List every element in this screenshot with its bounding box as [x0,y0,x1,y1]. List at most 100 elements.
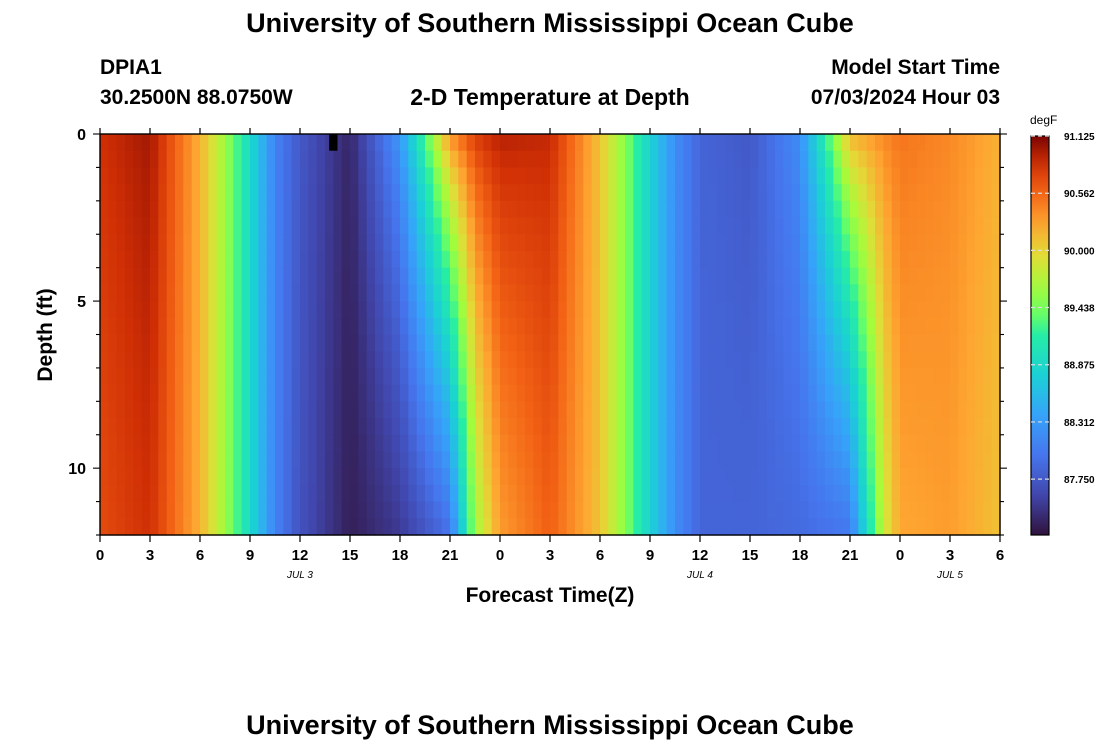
heat-cell [366,334,376,352]
heat-cell [825,317,834,336]
heat-cell [283,434,293,453]
heat-cell [116,234,126,252]
heat-cell [433,484,443,503]
heat-cell [708,301,718,319]
heat-cell [825,518,834,536]
heat-cell [916,284,926,302]
heat-cell [891,301,901,319]
heat-cell [833,418,843,436]
heat-cell [933,267,943,285]
heat-cell [541,267,551,285]
heat-cell [300,468,309,486]
heat-cell [800,217,809,235]
heat-cell [783,501,793,519]
heat-cell [333,484,343,503]
heat-cell [666,434,676,453]
heat-cell [533,167,543,185]
heat-cell [241,434,251,453]
heat-cell [158,418,168,436]
heat-cell [741,217,751,235]
heat-cell [750,468,759,486]
heat-cell [833,434,843,453]
heat-cell [775,384,784,402]
heat-cell [750,317,759,336]
x-tick-label: 6 [196,547,204,564]
heat-cell [633,351,643,369]
heat-cell [308,301,318,319]
heat-cell [241,468,251,486]
heat-cell [166,167,176,185]
heat-cell [750,351,759,369]
heat-cell [175,334,184,352]
heat-cell [825,150,834,169]
heat-cell [583,284,593,302]
heat-cell [375,384,384,402]
heat-cell [533,134,543,152]
heat-cell [866,418,876,436]
heat-cell [700,217,709,235]
heat-cell [108,367,118,386]
heat-cell [158,317,168,336]
heat-cell [691,418,701,436]
heat-cell [491,367,501,386]
heat-cell [875,217,884,235]
heat-cell [566,384,576,402]
heat-cell [575,451,584,469]
heat-cell [516,451,526,469]
heat-cell [916,401,926,419]
heat-cell [583,301,593,319]
heat-cell [108,234,118,252]
heat-cell [358,200,368,219]
heat-cell [950,267,959,285]
heat-cell [191,317,201,336]
heat-cell [983,334,993,352]
heat-cell [641,267,651,285]
heat-cell [983,184,993,202]
heat-cell [425,401,434,419]
heat-cell [166,484,176,503]
heat-cell [791,167,801,185]
heat-cell [350,367,359,386]
heat-cell [916,484,926,503]
heat-cell [500,367,509,386]
heat-cell [966,351,976,369]
heat-cell [716,401,726,419]
heat-cell [525,351,534,369]
heat-cell [808,501,818,519]
heat-cell [533,200,543,219]
heat-cell [641,334,651,352]
heat-cell [491,234,501,252]
heat-cell [816,351,826,369]
heat-cell [983,468,993,486]
heat-cell [708,150,718,169]
heat-cell [658,384,668,402]
heat-cell [891,250,901,269]
heat-cell [141,317,151,336]
heat-cell [716,150,726,169]
heat-cell [175,351,184,369]
heat-cell [550,184,559,202]
heat-cell [650,484,659,503]
heat-cell [833,334,843,352]
heat-cell [425,501,434,519]
heat-cell [800,501,809,519]
heat-cell [366,150,376,169]
heat-cell [158,484,168,503]
heat-cell [283,184,293,202]
heat-cell [700,384,709,402]
heat-cell [366,284,376,302]
heat-cell [991,134,1001,152]
date-label: JUL 4 [686,570,713,581]
heat-cell [308,217,318,235]
heat-cell [716,468,726,486]
heat-cell [250,501,259,519]
heat-cell [266,334,276,352]
heat-cell [791,434,801,453]
heat-cell [341,334,351,352]
heat-cell [416,317,426,336]
heat-cell [333,184,343,202]
heat-cell [275,217,284,235]
heat-cell [825,301,834,319]
heat-cell [658,217,668,235]
heat-cell [266,484,276,503]
